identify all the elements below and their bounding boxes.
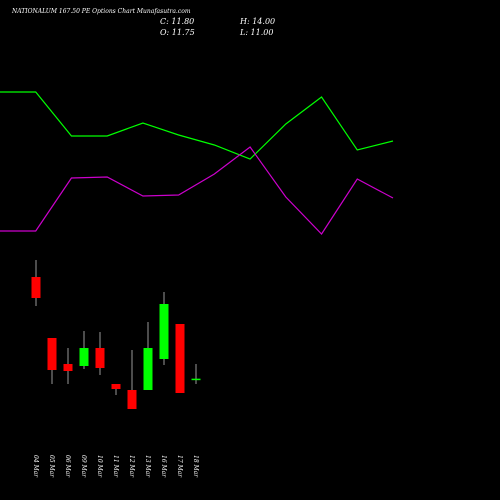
ohlc-label: H: 14.00 — [239, 17, 275, 26]
line-series — [0, 146, 394, 235]
x-tick-label: 17 Mar — [176, 455, 183, 478]
x-tick-label: 11 Mar — [112, 455, 119, 478]
x-tick-label: 04 Mar — [32, 455, 39, 478]
x-tick-label: 16 Mar — [160, 455, 167, 478]
candle-body — [95, 348, 105, 368]
candle-body — [31, 277, 41, 298]
ohlc-label: L: 11.00 — [239, 28, 273, 37]
candle-body — [159, 304, 169, 359]
x-tick-label: 05 Mar — [48, 455, 55, 478]
x-tick-label: 09 Mar — [80, 455, 87, 478]
x-tick-label: 10 Mar — [96, 455, 103, 478]
x-tick-label: 13 Mar — [144, 455, 151, 478]
line-series — [0, 91, 394, 160]
candle-body — [127, 390, 137, 409]
candle-body — [143, 348, 153, 390]
x-tick-label: 06 Mar — [64, 455, 71, 478]
ohlc-label: O: 11.75 — [160, 28, 195, 37]
candle-body — [111, 384, 121, 389]
candle-body — [47, 338, 57, 370]
candle-body — [191, 378, 201, 381]
candle-body — [63, 364, 73, 371]
x-tick-label: 12 Mar — [128, 455, 135, 478]
candle-body — [79, 348, 89, 366]
ohlc-label: C: 11.80 — [160, 17, 194, 26]
candle-body — [175, 324, 185, 393]
x-tick-label: 18 Mar — [192, 455, 199, 478]
chart-title: NATIONALUM 167.50 PE Options Chart Munaf… — [11, 8, 191, 15]
